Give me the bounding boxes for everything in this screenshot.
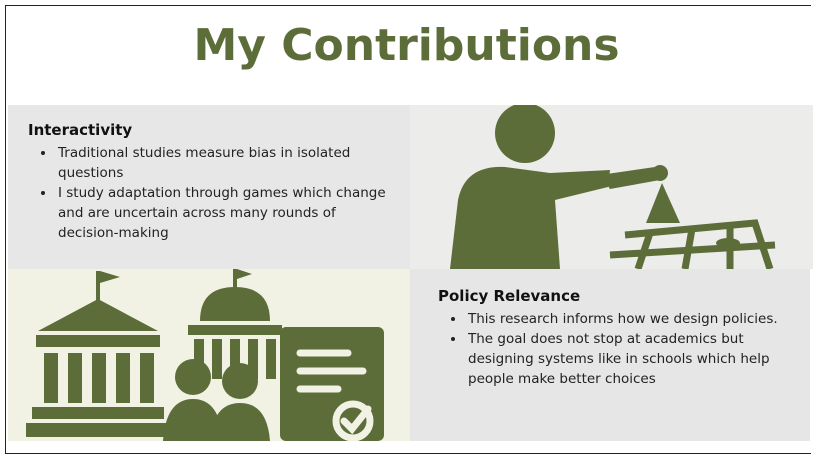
text-panel: Interactivity Traditional studies measur…	[8, 105, 410, 269]
section-heading: Interactivity	[28, 121, 390, 139]
slide: My Contributions Interactivity Tradition…	[0, 0, 813, 462]
bullet: I study adaptation through games which c…	[56, 183, 390, 243]
bullet-list: This research informs how we design poli…	[438, 309, 790, 389]
text-panel: Policy Relevance This research informs h…	[410, 269, 810, 441]
slide-title: My Contributions	[0, 20, 813, 71]
bullet: The goal does not stop at academics but …	[466, 329, 790, 389]
bullet-list: Traditional studies measure bias in isol…	[28, 143, 390, 243]
game-illustration	[410, 105, 813, 269]
bullet: Traditional studies measure bias in isol…	[56, 143, 390, 183]
policy-illustration	[8, 269, 410, 441]
section-heading: Policy Relevance	[438, 287, 790, 305]
bullet: This research informs how we design poli…	[466, 309, 790, 329]
